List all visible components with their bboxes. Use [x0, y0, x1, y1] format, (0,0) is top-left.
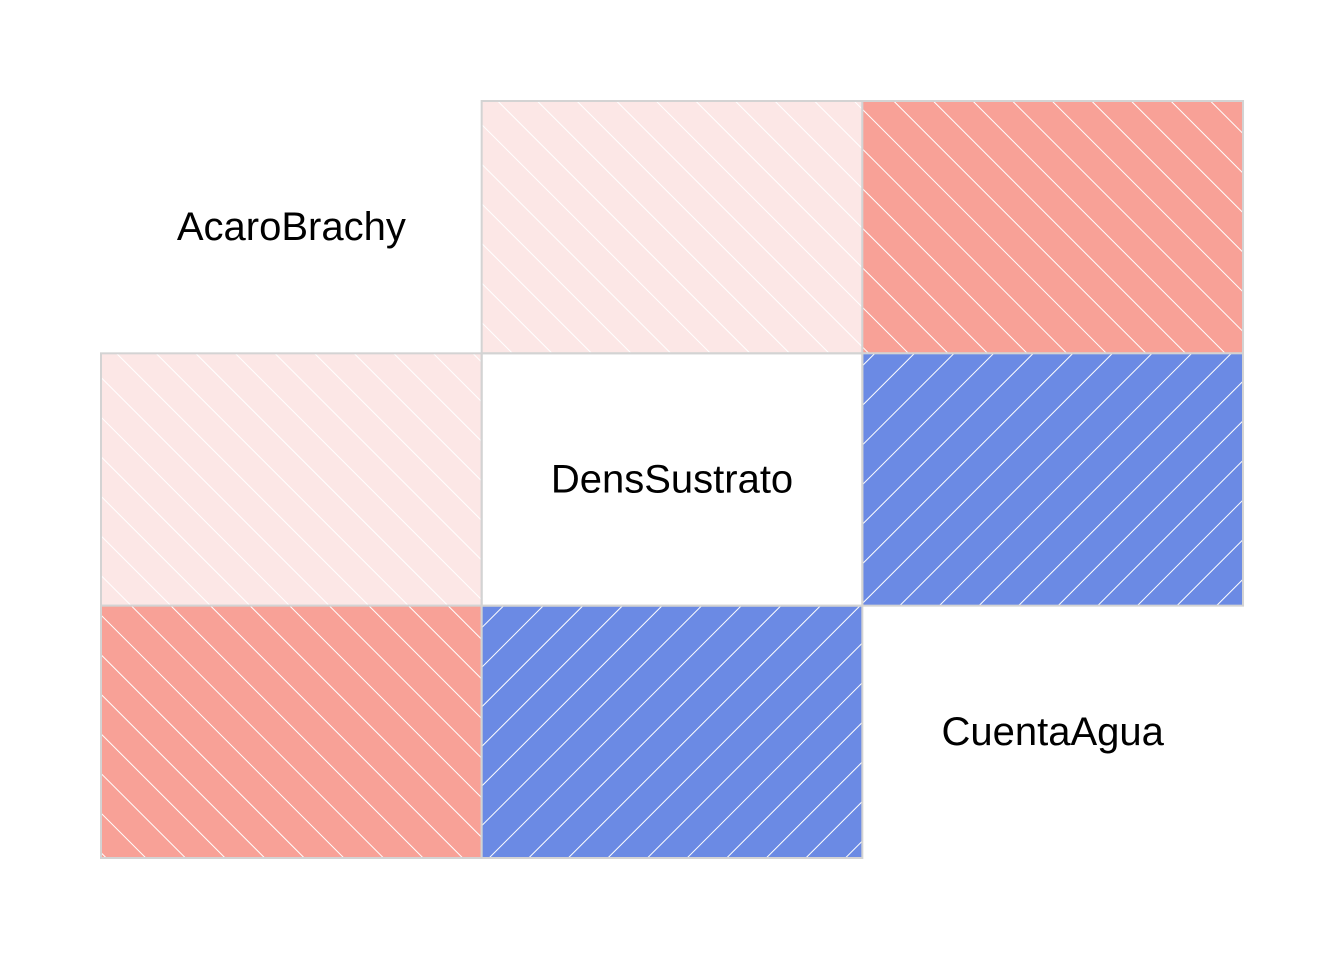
variable-labels: AcaroBrachy DensSustrato CuentaAgua [177, 205, 1165, 754]
cell-cuentaagua-denssustrato [480, 604, 864, 859]
variable-label-denssustrato: DensSustrato [551, 457, 793, 501]
positive-hatch [862, 101, 1244, 354]
cell-acarobrachy-cuentaagua [861, 100, 1245, 355]
correlation-cells [100, 100, 1245, 859]
cell-acarobrachy-denssustrato [480, 100, 864, 355]
diagonal-cell-border [480, 352, 864, 607]
positive-hatch [481, 101, 863, 354]
cell-denssustrato-cuentaagua [861, 352, 1245, 607]
negative-hatch [481, 605, 863, 858]
positive-hatch [101, 353, 482, 606]
positive-hatch [101, 605, 482, 858]
cell-denssustrato-acarobrachy [100, 352, 483, 607]
variable-label-acarobrachy: AcaroBrachy [177, 205, 406, 249]
cell-cuentaagua-acarobrachy [100, 604, 483, 859]
negative-hatch [862, 353, 1244, 606]
variable-label-cuentaagua: CuentaAgua [941, 710, 1164, 754]
